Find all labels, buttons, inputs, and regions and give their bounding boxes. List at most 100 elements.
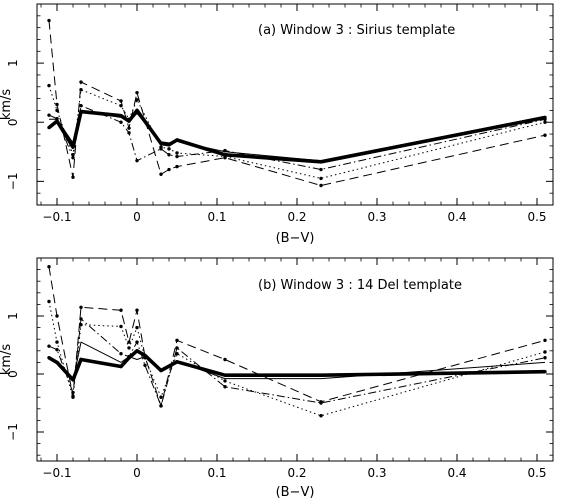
- data-point: [223, 154, 227, 159]
- data-point: [319, 373, 323, 377]
- data-point: [127, 131, 131, 135]
- data-point: [543, 133, 547, 137]
- data-point: [79, 88, 83, 92]
- data-point: [47, 18, 51, 23]
- y-tick-label: 0: [6, 370, 20, 378]
- data-point: [119, 324, 123, 329]
- y-axis-label: km/s: [0, 89, 14, 121]
- data-point: [159, 172, 163, 176]
- data-point: [47, 113, 51, 117]
- data-point: [543, 350, 547, 354]
- y-tick-label: −1: [6, 173, 20, 191]
- y-tick-label: 1: [6, 312, 20, 320]
- series-thin-line: [49, 109, 546, 162]
- data-point: [127, 126, 131, 130]
- data-point: [223, 357, 227, 362]
- data-point: [175, 164, 179, 169]
- data-point: [79, 80, 83, 84]
- x-tick-label: 0.3: [367, 466, 386, 480]
- data-point: [175, 138, 179, 142]
- data-point: [319, 167, 323, 172]
- x-tick-label: 0.1: [207, 210, 226, 224]
- data-point: [543, 117, 547, 121]
- data-point: [119, 103, 123, 108]
- data-point: [175, 154, 179, 159]
- x-tick-label: 0.2: [287, 466, 306, 480]
- x-tick-label: 0.4: [447, 210, 466, 224]
- data-point: [47, 83, 51, 88]
- data-point: [143, 363, 147, 367]
- plot-frame: [36, 3, 554, 206]
- data-point: [159, 141, 163, 146]
- data-point: [119, 114, 123, 118]
- plot-frame: [36, 257, 554, 462]
- data-point: [135, 349, 139, 353]
- x-axis-label: (B−V): [276, 231, 315, 246]
- data-point: [159, 404, 163, 408]
- data-point: [543, 356, 547, 360]
- data-point: [127, 340, 131, 344]
- data-point: [319, 176, 323, 181]
- x-tick-label: 0.1: [207, 466, 226, 480]
- data-point: [119, 120, 123, 124]
- data-point: [79, 317, 83, 321]
- data-point: [135, 308, 139, 312]
- y-tick-label: −1: [6, 423, 20, 441]
- data-point: [167, 153, 171, 157]
- data-point: [71, 156, 75, 160]
- data-point: [71, 175, 75, 179]
- data-point: [55, 314, 59, 318]
- data-point: [319, 401, 323, 405]
- data-point: [55, 347, 59, 352]
- data-point: [127, 117, 131, 121]
- data-point: [127, 346, 131, 350]
- x-tick-label: 0.4: [447, 466, 466, 480]
- axis-ticks: −0.1 0 0.1 0.2 0.3 0.4 0.5 −1 0 1: [6, 258, 553, 480]
- x-tick-label: 0: [133, 466, 141, 480]
- series-thick-line: [48, 348, 546, 382]
- panel-title: (a) Window 3 : Sirius template: [258, 23, 455, 38]
- series-thin-line: [48, 341, 546, 382]
- data-point: [55, 108, 59, 113]
- y-tick-label: 1: [6, 59, 20, 67]
- data-point: [175, 151, 179, 155]
- x-tick-label: 0.3: [367, 210, 386, 224]
- data-point: [135, 90, 139, 95]
- data-point: [47, 344, 51, 348]
- data-point: [135, 325, 139, 330]
- data-point: [223, 373, 227, 377]
- data-point: [159, 395, 163, 399]
- data-point: [119, 308, 123, 312]
- data-point: [119, 364, 123, 369]
- data-point: [167, 143, 171, 147]
- data-point: [119, 352, 123, 356]
- data-point: [135, 158, 139, 163]
- panel-title: (b) Window 3 : 14 Del template: [258, 278, 462, 293]
- x-axis-label: (B−V): [276, 485, 315, 500]
- data-point: [175, 338, 179, 343]
- data-point: [175, 360, 179, 364]
- data-point: [135, 108, 139, 113]
- data-point: [319, 414, 323, 418]
- data-point: [543, 338, 547, 343]
- data-point: [135, 98, 139, 102]
- data-point: [79, 357, 83, 362]
- data-point: [47, 299, 51, 304]
- x-tick-label: −0.1: [42, 210, 71, 224]
- data-point: [223, 379, 227, 383]
- data-point: [55, 102, 59, 107]
- data-point: [47, 265, 51, 269]
- data-point: [71, 395, 75, 399]
- x-tick-label: −0.1: [42, 466, 71, 480]
- panel-a: −0.1 0 0.1 0.2 0.3 0.4 0.5 −1 0 1 (a) Window 3 : …: [0, 3, 554, 246]
- data-point: [167, 167, 171, 172]
- data-point: [543, 120, 547, 124]
- axis-ticks: −0.1 0 0.1 0.2 0.3 0.4 0.5 −1 0 1: [6, 4, 553, 224]
- data-point: [223, 385, 227, 389]
- data-point: [543, 369, 547, 374]
- panel-b: −0.1 0 0.1 0.2 0.3 0.4 0.5 −1 0 1 (b) Window 3 : …: [0, 257, 554, 500]
- data-point: [159, 147, 163, 151]
- series-group: [47, 18, 547, 188]
- series-group: [47, 265, 547, 418]
- data-point: [135, 340, 139, 344]
